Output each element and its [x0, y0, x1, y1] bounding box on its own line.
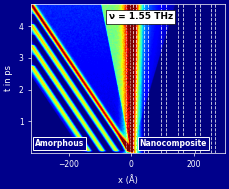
Y-axis label: t in ps: t in ps [4, 65, 13, 91]
Text: Amorphous: Amorphous [35, 139, 84, 148]
Text: ν = 1.55 THz: ν = 1.55 THz [109, 12, 173, 21]
Text: Nanocomposite: Nanocomposite [140, 139, 207, 148]
X-axis label: x (Å): x (Å) [118, 175, 138, 185]
